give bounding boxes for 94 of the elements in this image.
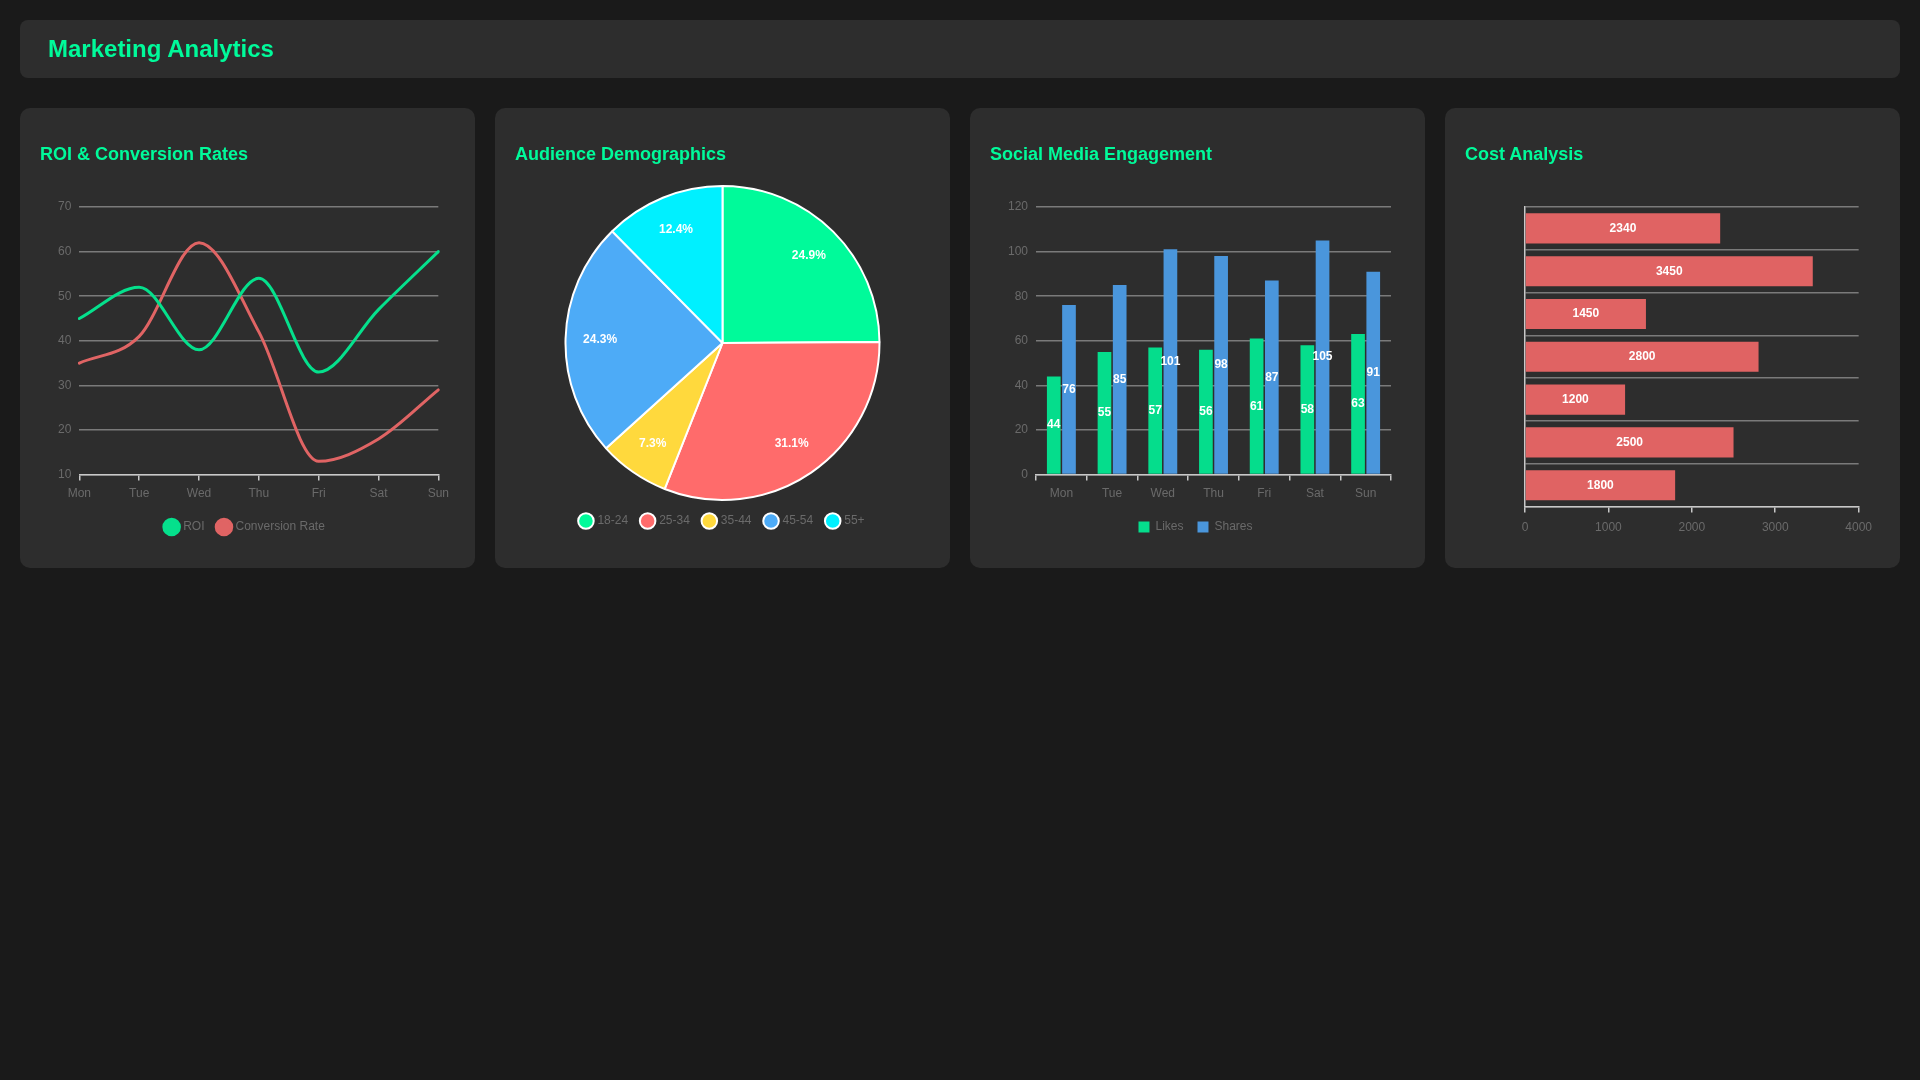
bar [1366, 271, 1381, 474]
x-tick-label: 4000 [1845, 520, 1873, 535]
bar [1214, 256, 1228, 474]
legend-label: ROI [183, 519, 205, 534]
data-label: 24.9% [791, 248, 827, 263]
data-label: 24.3% [583, 331, 618, 346]
data-label: 85 [1113, 371, 1127, 386]
bar [1525, 213, 1721, 244]
data-label: 56 [1199, 404, 1213, 419]
chart-title: ROI & Conversion Rates [40, 144, 250, 165]
y-tick-label: 20 [57, 422, 72, 437]
y-tick-label: 60 [57, 243, 72, 258]
y-tick-label: 120 [1007, 199, 1029, 214]
bar [1199, 349, 1213, 474]
y-tick-label: 10 [57, 466, 72, 481]
x-tick-label: Sat [1305, 486, 1325, 501]
x-tick-label: Sat [369, 486, 389, 501]
bar [1097, 351, 1112, 474]
y-tick-label: 0 [1021, 466, 1029, 481]
y-tick-label: 40 [57, 333, 72, 348]
y-tick-label: 20 [1014, 422, 1029, 437]
bar [1525, 384, 1626, 415]
x-tick-label: 3000 [1761, 520, 1789, 535]
data-label: 57 [1148, 402, 1163, 417]
data-label: 63 [1351, 396, 1366, 411]
x-tick-label: Fri [311, 486, 326, 501]
x-tick-label: Wed [1150, 486, 1176, 501]
bar [1062, 305, 1076, 474]
line-series [77, 241, 440, 463]
bar [1525, 427, 1734, 458]
data-label: 91 [1366, 365, 1381, 380]
y-tick-label: 80 [1014, 288, 1029, 303]
bar [1525, 341, 1759, 372]
chart-title: Social Media Engagement [990, 144, 1214, 165]
data-label: 76 [1062, 381, 1076, 396]
legend-label: 55+ [844, 513, 865, 528]
legend-label: Shares [1214, 519, 1253, 534]
data-label: 44 [1047, 417, 1061, 432]
y-tick-label: 70 [57, 199, 72, 214]
chart-title: Audience Demographics [515, 144, 728, 165]
bar [1351, 334, 1365, 474]
bar [1525, 256, 1813, 287]
bar [1264, 280, 1279, 474]
data-label: 2500 [1616, 434, 1644, 449]
x-tick-label: 1000 [1595, 520, 1623, 535]
legend-label: Conversion Rate [235, 519, 326, 534]
bar [1315, 240, 1330, 474]
x-tick-label: Sun [1354, 486, 1377, 501]
data-label: 1450 [1572, 306, 1600, 321]
y-tick-label: 40 [1014, 377, 1029, 392]
y-tick-label: 60 [1014, 333, 1029, 348]
x-tick-label: 0 [1521, 520, 1529, 535]
bar [1046, 376, 1061, 474]
line-series [77, 250, 440, 374]
x-tick-label: 2000 [1678, 520, 1706, 535]
bar [1163, 249, 1178, 474]
data-label: 98 [1214, 357, 1229, 372]
bar [1112, 285, 1127, 474]
bar [1249, 338, 1264, 474]
data-label: 7.3% [639, 435, 667, 450]
x-tick-label: Mon [67, 486, 92, 501]
data-label: 2800 [1628, 349, 1656, 364]
data-label: 61 [1249, 398, 1264, 413]
x-tick-label: Thu [248, 486, 270, 501]
y-tick-label: 30 [57, 377, 72, 392]
data-label: 87 [1265, 369, 1279, 384]
data-label: 58 [1300, 401, 1315, 416]
x-tick-label: Fri [1257, 486, 1272, 501]
data-label: 1800 [1587, 477, 1615, 492]
data-label: 12.4% [658, 222, 694, 237]
legend-label: Likes [1155, 519, 1184, 534]
legend-label: 35-44 [720, 513, 752, 528]
x-tick-label: Mon [1049, 486, 1074, 501]
chart-title: Cost Analysis [1465, 144, 1585, 165]
data-label: 2340 [1609, 220, 1637, 235]
bar [1525, 470, 1676, 501]
bar [1148, 347, 1163, 474]
x-tick-label: Tue [129, 486, 150, 501]
bar [1525, 298, 1646, 330]
x-tick-label: Tue [1101, 486, 1123, 501]
x-tick-label: Wed [186, 486, 212, 501]
x-tick-label: Sun [427, 486, 449, 501]
legend-label: 25-34 [659, 513, 691, 528]
data-label: 1200 [1562, 391, 1590, 406]
bar [1300, 345, 1315, 474]
legend-label: 45-54 [782, 513, 814, 528]
data-label: 31.1% [774, 436, 809, 451]
data-label: 3450 [1655, 263, 1683, 278]
legend-label: 18-24 [597, 513, 629, 528]
x-tick-label: Thu [1203, 486, 1224, 501]
y-tick-label: 100 [1007, 243, 1029, 258]
y-tick-label: 50 [57, 288, 72, 303]
data-label: 55 [1097, 405, 1112, 420]
text: Marketing Analytics [48, 35, 274, 63]
